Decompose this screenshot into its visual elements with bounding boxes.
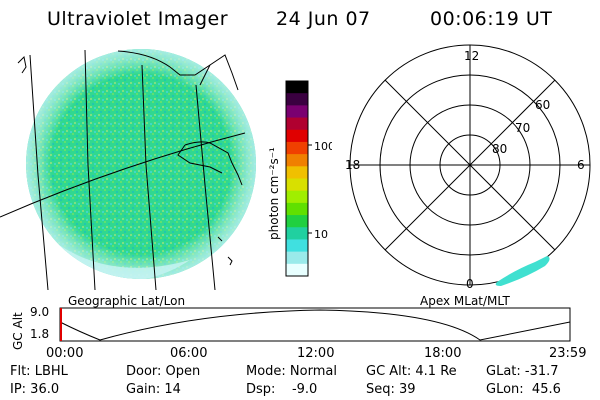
colorbar-unit-label: photon cm⁻²s⁻¹ [267,147,281,240]
geographic-label: Geographic Lat/Lon [68,294,186,308]
date-label: 24 Jun 07 [276,8,371,30]
colorbar-segment [286,227,308,240]
polar-plot: 12 18 6 0 60 70 80 [345,44,591,291]
mlt-label-6: 6 [577,158,585,172]
status-gc-alt: GC Alt: 4.1 Re [366,364,457,379]
coastlines [17,50,243,266]
colorbar-segment [286,178,308,192]
mlt-label-0: 0 [466,277,474,291]
time-tick-0600: 06:00 [170,346,208,361]
status-glon: GLon: 45.6 [486,382,561,397]
polar-grid [349,44,591,286]
colorbar-segment [286,215,308,228]
altitude-axis-label: GC Alt [11,312,25,350]
altitude-curve [59,309,571,341]
colorbar-segment [286,81,308,94]
mlat-label-60: 60 [535,98,550,112]
status-glat: GLat: -31.7 [486,364,559,379]
geographic-image-panel [0,49,256,290]
status-dsp: Dsp: -9.0 [246,382,318,397]
colorbar-segment [286,251,308,265]
colorbar-segment [286,154,308,167]
instrument-title: Ultraviolet Imager [47,8,229,30]
colorbar-segment [286,263,308,277]
status-mode: Mode: Normal [246,364,337,379]
altitude-plot: GC Alt 9.0 1.8 [11,305,571,350]
colorbar-segment [286,93,308,106]
altitude-frame [59,307,571,342]
auroral-emission [495,256,550,286]
mlat-label-70: 70 [515,121,530,135]
time-tick-1200: 12:00 [297,346,335,361]
status-door: Door: Open [126,364,201,379]
colorbar-segment [286,239,308,253]
colorbar-tick-10: 10 [314,228,328,241]
colorbar-segment [286,141,308,155]
altitude-tick-1-8: 1.8 [30,327,49,341]
colorbar-segment [286,105,308,119]
uv-disc-image [26,49,256,279]
altitude-tick-9: 9.0 [30,305,49,319]
time-tick-0000: 00:00 [46,346,84,361]
colorbar-segment [286,117,308,131]
colorbar-tick-100: 100 [314,140,332,153]
status-seq: Seq: 39 [366,382,416,397]
mlt-label-12: 12 [464,49,479,63]
colorbar-segment [286,202,308,216]
time-label: 00:06:19 UT [430,8,553,30]
colorbar-segment [286,190,308,204]
status-filter: Flt: LBHL [10,364,68,379]
colorbar-segment [286,166,308,179]
status-ip: IP: 36.0 [10,382,60,397]
colorbar: 100 10 photon cm⁻²s⁻¹ [267,80,332,277]
polar-label: Apex MLat/MLT [420,294,510,308]
time-tick-2359: 23:59 [549,346,587,361]
colorbar-scale [286,81,308,277]
time-tick-1800: 18:00 [424,346,462,361]
lat-lon-grid [0,49,246,290]
mlt-label-18: 18 [345,158,360,172]
mlat-label-80: 80 [492,142,507,156]
status-gain: Gain: 14 [126,382,181,397]
colorbar-segment [286,129,308,143]
